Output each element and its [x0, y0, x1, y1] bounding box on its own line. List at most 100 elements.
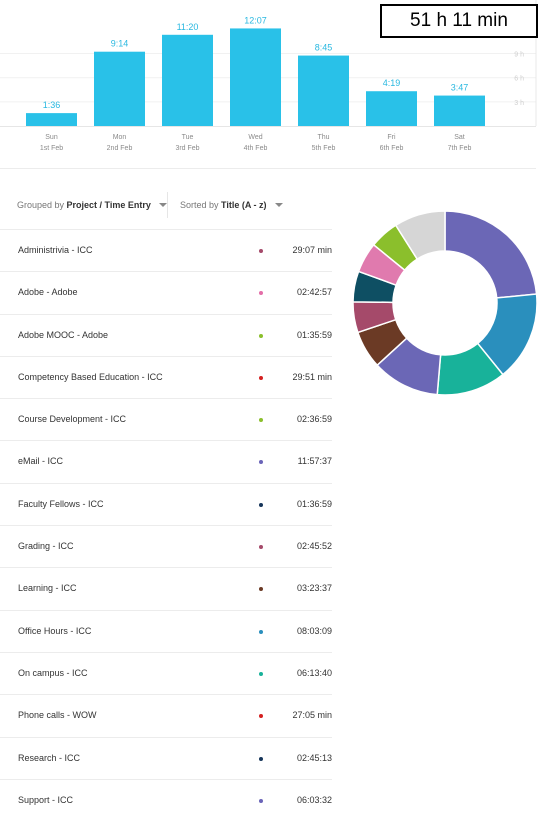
- bar: [434, 95, 485, 126]
- list-item[interactable]: Adobe - Adobe 02:42:57: [0, 271, 332, 313]
- project-color-dot: [259, 756, 263, 761]
- entry-title: Competency Based Education - ICC: [18, 371, 163, 382]
- project-color-dot: [259, 375, 263, 380]
- list-item[interactable]: Course Development - ICC 02:36:59: [0, 398, 332, 440]
- date-label: 5th Feb: [312, 145, 336, 152]
- y-tick-label: 9 h: [514, 52, 524, 59]
- date-label: 4th Feb: [244, 145, 268, 152]
- project-color-dot: [259, 798, 263, 803]
- project-donut-chart: [352, 210, 538, 396]
- bar-value-label: 3:47: [451, 83, 469, 93]
- day-label: Tue: [182, 134, 194, 141]
- day-label: Mon: [113, 134, 127, 141]
- entry-duration: 11:57:37: [297, 456, 332, 467]
- day-label: Wed: [248, 134, 262, 141]
- chevron-down-icon: [275, 203, 284, 207]
- entry-title: Course Development - ICC: [18, 414, 127, 425]
- project-color-dot: [259, 333, 263, 338]
- project-color-dot: [259, 291, 263, 296]
- bar-value-label: 11:20: [177, 22, 199, 32]
- project-color-dot: [259, 545, 263, 550]
- entry-duration: 06:03:32: [296, 794, 332, 805]
- entry-duration: 06:13:40: [296, 667, 332, 678]
- entry-duration: 29:51 min: [292, 371, 332, 382]
- list-item[interactable]: Adobe MOOC - Adobe 01:35:59: [0, 313, 332, 356]
- day-label: Thu: [317, 134, 329, 141]
- date-label: 7th Feb: [448, 145, 472, 152]
- project-color-dot: [259, 714, 263, 719]
- group-by-prefix: Grouped by: [17, 200, 65, 210]
- bar: [230, 28, 281, 127]
- entry-title: Faculty Fellows - ICC: [18, 498, 104, 509]
- bar-chart-svg: 3 h 6 h 9 h 1:36 Sun 1st Feb 9:14 Mon 2nd Feb 11:…: [0, 0, 537, 152]
- project-color-dot: [259, 502, 263, 507]
- entry-duration: 02:45:13: [296, 752, 332, 763]
- list-controls: Grouped by Project / Time Entry Sorted b…: [0, 186, 332, 228]
- bar-value-label: 4:19: [383, 78, 401, 88]
- project-color-dot: [259, 587, 263, 592]
- project-color-dot: [259, 249, 263, 253]
- project-color-dot: [259, 629, 263, 634]
- chevron-down-icon: [159, 203, 168, 207]
- day-label: Sun: [45, 134, 58, 141]
- entry-title: Support - ICC: [18, 794, 74, 805]
- donut-segment[interactable]: [394, 210, 446, 261]
- list-item[interactable]: Faculty Fellows - ICC 01:36:59: [0, 482, 332, 525]
- date-label: 3rd Feb: [175, 145, 199, 152]
- list-item[interactable]: Learning - ICC 03:23:37: [0, 567, 332, 609]
- y-tick-label: 3 h: [514, 100, 524, 107]
- daily-bar-chart: 3 h 6 h 9 h 1:36 Sun 1st Feb 9:14 Mon 2nd Feb 11:…: [0, 0, 550, 170]
- entry-title: Research - ICC: [18, 752, 81, 763]
- time-entry-list: Administrivia - ICC 29:07 min Adobe - Adob…: [0, 229, 332, 821]
- bar: [162, 34, 213, 126]
- entry-duration: 01:36:59: [296, 498, 332, 509]
- entry-title: Adobe - Adobe: [18, 287, 78, 298]
- bar: [94, 51, 145, 126]
- list-item[interactable]: Competency Based Education - ICC 29:51 mi…: [0, 355, 332, 398]
- day-label: Sat: [454, 134, 465, 141]
- entry-title: Phone calls - WOW: [18, 710, 97, 721]
- sort-by-value: Title (A - z): [221, 200, 267, 210]
- entry-duration: 08:03:09: [296, 625, 332, 636]
- list-item[interactable]: Phone calls - WOW 27:05 min: [0, 694, 332, 736]
- entry-duration: 01:35:59: [296, 329, 332, 340]
- entry-duration: 29:07 min: [292, 245, 332, 255]
- bar-value-label: 8:45: [315, 43, 333, 53]
- total-duration-badge: 51 h 11 min: [380, 4, 538, 38]
- chart-divider: [0, 168, 536, 169]
- list-item[interactable]: Research - ICC 02:45:13: [0, 736, 332, 779]
- bar-value-label: 9:14: [111, 39, 129, 49]
- day-label: Fri: [387, 134, 396, 141]
- bar: [366, 91, 417, 126]
- entry-duration: 27:05 min: [292, 710, 332, 721]
- control-divider: [167, 192, 168, 218]
- list-item[interactable]: eMail - ICC 11:57:37: [0, 440, 332, 482]
- date-label: 6th Feb: [380, 145, 404, 152]
- entry-duration: 03:23:37: [296, 583, 332, 594]
- bar-value-label: 12:07: [244, 15, 267, 25]
- list-item[interactable]: Administrivia - ICC 29:07 min: [0, 229, 332, 271]
- entry-title: eMail - ICC: [18, 456, 64, 467]
- entry-duration: 02:45:52: [296, 541, 332, 552]
- date-label: 1st Feb: [40, 145, 63, 152]
- donut-segment[interactable]: [444, 210, 538, 299]
- project-color-dot: [259, 418, 263, 423]
- y-tick-label: 6 h: [514, 76, 524, 83]
- bar: [26, 113, 77, 126]
- group-by-dropdown[interactable]: Grouped by Project / Time Entry: [17, 200, 168, 210]
- sort-by-dropdown[interactable]: Sorted by Title (A - z): [180, 200, 284, 210]
- bar-value-label: 1:36: [43, 100, 61, 110]
- sort-by-prefix: Sorted by: [180, 200, 219, 210]
- entry-title: Adobe MOOC - Adobe: [18, 329, 109, 340]
- total-duration: 51 h 11 min: [410, 10, 508, 31]
- list-item[interactable]: Office Hours - ICC 08:03:09: [0, 609, 332, 652]
- entry-title: Grading - ICC: [18, 541, 74, 552]
- entry-title: Administrivia - ICC: [18, 245, 93, 255]
- list-item[interactable]: On campus - ICC 06:13:40: [0, 651, 332, 694]
- project-color-dot: [259, 671, 263, 676]
- list-item[interactable]: Grading - ICC 02:45:52: [0, 525, 332, 567]
- bar: [298, 55, 349, 126]
- entry-title: Office Hours - ICC: [18, 625, 92, 636]
- entry-duration: 02:42:57: [296, 287, 332, 298]
- list-item[interactable]: Support - ICC 06:03:32: [0, 778, 332, 821]
